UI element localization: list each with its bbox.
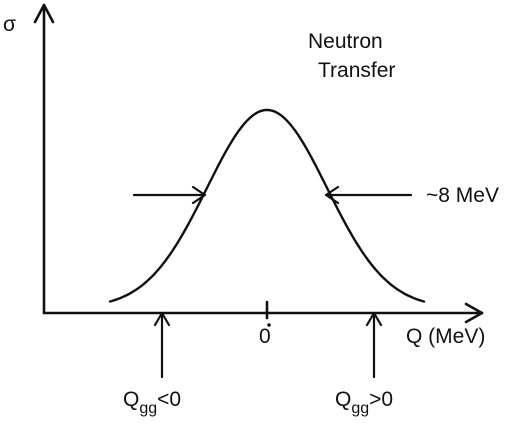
qgg-positive-base: Q [335,388,351,411]
title-line-2: Transfer [318,59,395,82]
qgg-negative-sub: gg [139,400,157,417]
x-axis-label: Q (MeV) [406,325,485,348]
qgg-negative-rel: <0 [157,388,181,411]
width-arrow-right [324,185,413,205]
qgg-positive-rel: >0 [369,388,393,411]
qgg-positive-sub: gg [351,400,369,417]
title-line-1: Neutron [308,30,383,53]
qgg-positive-arrow [365,311,383,379]
origin-dot [267,323,271,327]
y-axis-arrowhead [33,3,55,24]
origin-label: 0 [259,325,271,348]
y-axis-label: σ [3,13,16,36]
qgg-negative-arrow [153,311,171,379]
x-axis-arrowhead [464,302,484,324]
qgg-positive-label: Qgg>0 [335,388,393,417]
qgg-negative-label: Qgg<0 [123,388,181,417]
width-arrow-left [132,185,207,205]
width-label: ~8 MeV [426,184,499,207]
cross-section-curve [108,108,426,303]
qgg-negative-base: Q [123,388,139,411]
